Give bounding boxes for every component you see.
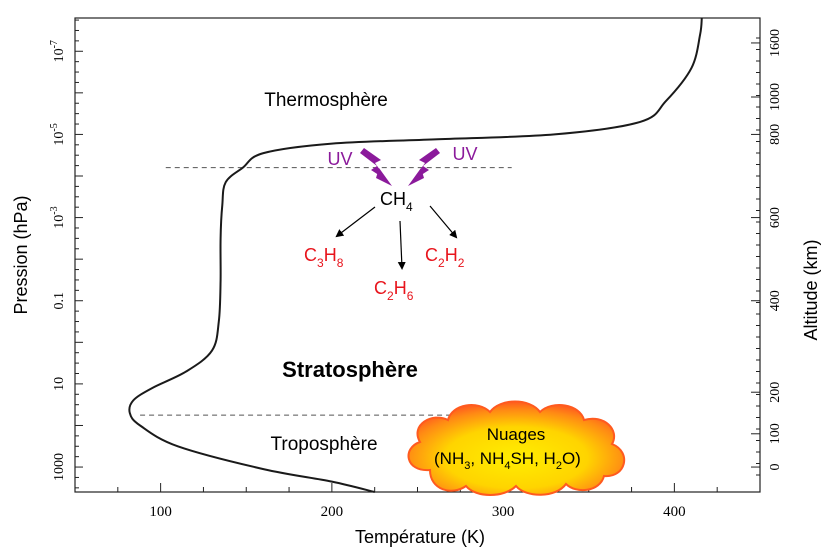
temperature-profile-line (128, 17, 703, 493)
right-ticks: 0 100 200 400 600 800 1000 1600 (751, 29, 783, 476)
pressure-tick-label: 0.1 (52, 292, 67, 310)
methane-label: CH4 (380, 189, 413, 214)
pressure-tick-label: 10-7 (49, 40, 67, 62)
product-c2h6: C2H6 (374, 278, 414, 303)
cloud-title: Nuages (487, 425, 546, 444)
stratosphere-label: Stratosphère (282, 357, 418, 382)
arrow-to-c3h8 (335, 206, 376, 238)
x-tick-label: 300 (492, 504, 515, 520)
cloud-composition: (NH3, NH4SH, H2O) (434, 449, 581, 472)
x-tick-label: 400 (663, 504, 686, 520)
left-axis-label: Pression (hPa) (11, 195, 31, 314)
x-tick-label: 100 (149, 504, 172, 520)
x-tick-label: 200 (321, 504, 344, 520)
altitude-tick-label: 1600 (768, 29, 783, 57)
troposphere-label: Troposphère (270, 434, 377, 455)
altitude-tick-label: 1000 (768, 83, 783, 111)
arrow-to-c2h2 (429, 205, 458, 239)
right-axis-label: Altitude (km) (801, 239, 821, 340)
pressure-tick-label: 10-5 (49, 123, 67, 145)
plot-frame (74, 17, 761, 493)
pressure-tick-label: 1000 (52, 453, 67, 481)
altitude-tick-label: 600 (768, 207, 783, 228)
altitude-tick-label: 0 (768, 464, 783, 471)
pressure-tick-label: 10-3 (49, 206, 67, 228)
x-axis-label: Température (K) (355, 527, 485, 547)
cloud-icon (407, 400, 626, 496)
altitude-tick-label: 400 (768, 290, 783, 311)
uv-label-right: UV (452, 144, 477, 164)
x-ticks: 100 200 300 400 (74, 483, 761, 520)
thermosphere-label: Thermosphère (264, 90, 388, 111)
altitude-tick-label: 200 (768, 382, 783, 403)
product-c3h8: C3H8 (304, 245, 344, 270)
altitude-tick-label: 800 (768, 124, 783, 145)
uv-label-left: UV (327, 149, 352, 169)
left-ticks: 10-7 10-5 10-3 0.1 10 1000 (49, 19, 83, 489)
altitude-tick-label: 100 (768, 423, 783, 444)
pressure-tick-label: 10 (52, 377, 67, 391)
uv-bolt-left-icon (360, 148, 392, 186)
product-c2h2: C2H2 (425, 245, 465, 270)
uv-bolt-right-icon (408, 148, 440, 186)
arrow-to-c2h6 (397, 220, 406, 270)
